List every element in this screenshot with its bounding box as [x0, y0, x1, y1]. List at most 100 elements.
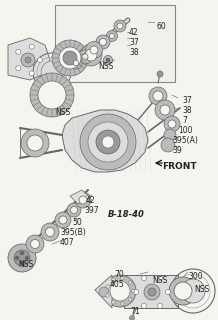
Circle shape — [85, 49, 97, 61]
Text: 71: 71 — [130, 307, 140, 316]
Circle shape — [106, 58, 110, 62]
Circle shape — [14, 250, 30, 266]
Circle shape — [59, 216, 67, 224]
Circle shape — [21, 53, 35, 67]
Circle shape — [25, 256, 29, 260]
Circle shape — [99, 287, 109, 297]
Circle shape — [70, 57, 82, 69]
Circle shape — [90, 46, 98, 54]
Circle shape — [112, 278, 115, 282]
Polygon shape — [124, 275, 178, 308]
Text: NSS: NSS — [152, 276, 167, 285]
Circle shape — [73, 60, 79, 66]
Text: 39: 39 — [172, 146, 182, 155]
Circle shape — [82, 54, 88, 60]
Circle shape — [128, 281, 132, 284]
Circle shape — [96, 130, 120, 154]
Circle shape — [153, 91, 163, 101]
Circle shape — [157, 71, 163, 77]
Circle shape — [15, 256, 19, 260]
Text: 395(A): 395(A) — [172, 136, 198, 145]
Circle shape — [164, 129, 176, 141]
Circle shape — [104, 275, 136, 307]
Circle shape — [155, 100, 175, 120]
Circle shape — [104, 55, 112, 65]
Text: 397: 397 — [84, 206, 99, 215]
Circle shape — [21, 129, 49, 157]
Circle shape — [78, 50, 92, 64]
Circle shape — [169, 277, 197, 305]
Circle shape — [129, 316, 135, 320]
Circle shape — [80, 44, 102, 66]
Circle shape — [59, 47, 81, 69]
Circle shape — [20, 261, 24, 265]
Circle shape — [110, 281, 130, 301]
Text: 407: 407 — [60, 238, 75, 247]
Circle shape — [174, 282, 192, 300]
Circle shape — [41, 223, 59, 241]
Circle shape — [37, 58, 43, 62]
Circle shape — [117, 23, 123, 29]
Text: 37: 37 — [182, 96, 192, 105]
Circle shape — [164, 116, 180, 132]
Circle shape — [26, 235, 44, 253]
Circle shape — [30, 73, 74, 117]
Circle shape — [96, 35, 110, 49]
Text: 37: 37 — [129, 38, 139, 47]
Text: 70: 70 — [114, 270, 124, 279]
Circle shape — [133, 290, 138, 294]
Circle shape — [131, 289, 135, 293]
Circle shape — [88, 122, 128, 162]
Circle shape — [141, 276, 146, 281]
Text: 300: 300 — [188, 272, 203, 281]
Polygon shape — [70, 190, 90, 204]
Text: 395(B): 395(B) — [60, 228, 86, 237]
Text: 38: 38 — [129, 48, 139, 57]
Circle shape — [46, 228, 54, 236]
Circle shape — [25, 57, 31, 63]
Circle shape — [8, 244, 36, 272]
Circle shape — [144, 284, 160, 300]
Circle shape — [70, 206, 78, 213]
Circle shape — [85, 42, 102, 59]
Circle shape — [121, 302, 124, 306]
Circle shape — [160, 105, 170, 115]
Circle shape — [121, 276, 124, 280]
Text: 100: 100 — [178, 126, 192, 135]
Circle shape — [106, 294, 110, 297]
Circle shape — [16, 49, 21, 54]
Circle shape — [168, 120, 176, 128]
Circle shape — [109, 34, 114, 38]
Circle shape — [148, 288, 156, 296]
Bar — [55, 5, 175, 82]
Circle shape — [16, 66, 21, 71]
Text: 7: 7 — [182, 116, 187, 125]
Circle shape — [157, 303, 162, 308]
Circle shape — [75, 192, 91, 208]
Circle shape — [20, 251, 24, 255]
Text: B-18-40: B-18-40 — [108, 210, 145, 219]
Circle shape — [128, 298, 132, 301]
Polygon shape — [62, 110, 148, 172]
Circle shape — [161, 138, 175, 152]
Circle shape — [29, 71, 34, 76]
Circle shape — [99, 38, 107, 45]
Circle shape — [67, 203, 81, 217]
Circle shape — [80, 114, 136, 170]
Text: 50: 50 — [72, 218, 82, 227]
Polygon shape — [95, 275, 112, 308]
Text: 38: 38 — [182, 106, 192, 115]
Circle shape — [27, 135, 43, 151]
Text: FRONT: FRONT — [162, 162, 197, 171]
Text: 60: 60 — [156, 22, 166, 31]
Text: 42: 42 — [129, 28, 139, 37]
Text: 405: 405 — [110, 280, 125, 289]
Polygon shape — [8, 38, 50, 80]
Circle shape — [52, 40, 88, 76]
Circle shape — [149, 87, 167, 105]
Circle shape — [107, 30, 118, 42]
Circle shape — [41, 61, 63, 83]
Circle shape — [102, 136, 114, 148]
Text: NSS: NSS — [55, 108, 70, 117]
Circle shape — [29, 44, 34, 49]
